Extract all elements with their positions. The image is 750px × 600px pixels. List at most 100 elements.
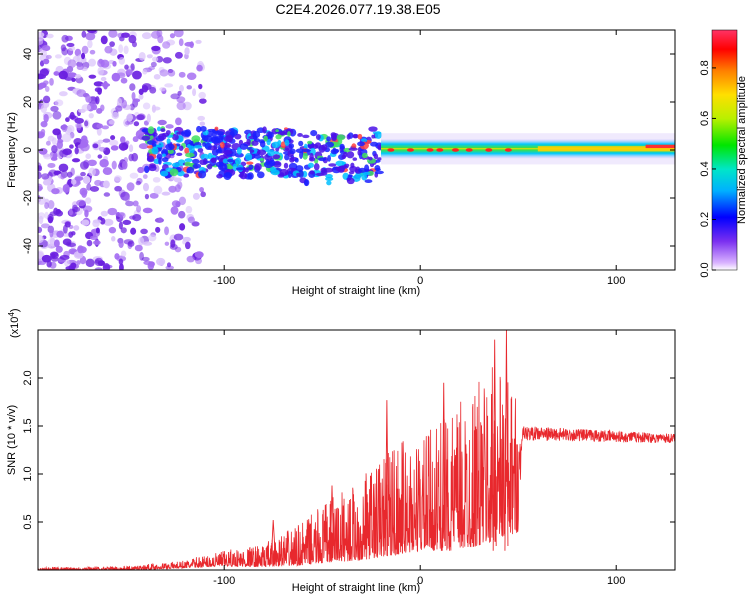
heatmap-cell bbox=[357, 149, 362, 156]
heatmap-cell bbox=[128, 153, 134, 162]
heatmap-cell bbox=[73, 225, 80, 231]
heatmap-cell bbox=[60, 173, 65, 180]
heatmap-cell bbox=[236, 146, 242, 155]
heatmap-cell bbox=[128, 144, 134, 153]
heatmap-cell bbox=[52, 111, 62, 120]
heatmap-cell bbox=[160, 128, 166, 133]
heatmap-cell bbox=[92, 219, 102, 224]
heatmap-cell bbox=[44, 85, 50, 93]
heatmap-cell bbox=[186, 255, 195, 263]
heatmap-cell bbox=[310, 129, 318, 137]
y-tick-label: 40 bbox=[22, 48, 34, 60]
heatmap-cell bbox=[227, 165, 234, 170]
snr-ticks: -100 0 100 0.5 1.0 1.5 2.0 bbox=[22, 330, 675, 587]
spectrogram-heatmap bbox=[38, 30, 675, 270]
heatmap-cell bbox=[97, 59, 105, 68]
heatmap-cell bbox=[214, 135, 224, 143]
x-tick-label: 100 bbox=[607, 575, 625, 587]
colorbar-tick-label: 0.8 bbox=[699, 60, 711, 75]
heatmap-cell bbox=[61, 47, 69, 56]
heatmap-cell bbox=[148, 164, 157, 172]
heatmap-cell bbox=[215, 148, 223, 154]
heatmap-cell bbox=[66, 171, 73, 178]
heatmap-signal-core bbox=[537, 146, 675, 152]
heatmap-cell bbox=[198, 83, 203, 90]
heatmap-cell bbox=[368, 156, 373, 161]
heatmap-cell bbox=[110, 135, 116, 141]
heatmap-cell bbox=[118, 221, 123, 230]
heatmap-cell bbox=[102, 138, 111, 143]
heatmap-cell bbox=[80, 171, 86, 177]
snr-ylabel: SNR (10 * v/v) bbox=[6, 405, 18, 475]
heatmap-cell bbox=[138, 93, 144, 100]
heatmap-cell bbox=[66, 42, 75, 48]
heatmap-cell bbox=[81, 219, 90, 226]
heatmap-cell bbox=[149, 135, 154, 140]
heatmap-cell bbox=[339, 143, 345, 150]
heatmap-cell bbox=[352, 134, 358, 139]
snr-series bbox=[38, 330, 675, 570]
heatmap-cell bbox=[307, 140, 313, 145]
heatmap-cell bbox=[82, 175, 91, 184]
heatmap-cell bbox=[263, 161, 274, 169]
heatmap-cell bbox=[185, 205, 193, 214]
heatmap-cell bbox=[137, 166, 145, 174]
heatmap-cell bbox=[99, 217, 106, 225]
heatmap-cell bbox=[342, 151, 348, 158]
heatmap-cell bbox=[53, 239, 60, 248]
heatmap-cell bbox=[51, 144, 58, 154]
heatmap-cell bbox=[68, 208, 74, 216]
heatmap-cell bbox=[223, 149, 233, 155]
snr-peak bbox=[504, 330, 509, 551]
heatmap-cell bbox=[67, 72, 77, 78]
heatmap-cell bbox=[87, 39, 93, 49]
heatmap-cell bbox=[38, 215, 44, 225]
heatmap-cell bbox=[59, 91, 68, 97]
heatmap-cell bbox=[45, 140, 51, 146]
heatmap-cell bbox=[65, 241, 72, 247]
heatmap-cell bbox=[196, 125, 202, 133]
snr-peak bbox=[492, 339, 497, 551]
heatmap-cell bbox=[97, 87, 102, 95]
heatmap-cell bbox=[38, 73, 44, 80]
heatmap-cell bbox=[219, 141, 225, 149]
heatmap-cell bbox=[288, 170, 292, 179]
heatmap-cell bbox=[129, 172, 139, 179]
heatmap-cell bbox=[361, 173, 368, 181]
heatmap-cell bbox=[211, 157, 216, 164]
heatmap-cell bbox=[76, 122, 82, 131]
heatmap-cell bbox=[127, 240, 135, 247]
heatmap-peak bbox=[387, 148, 395, 152]
x-tick-label: 0 bbox=[417, 275, 423, 287]
heatmap-cell bbox=[43, 113, 49, 123]
heatmap-cell bbox=[115, 212, 125, 218]
heatmap-cell bbox=[77, 144, 86, 149]
heatmap-cell bbox=[68, 231, 74, 238]
heatmap-cell bbox=[192, 163, 202, 169]
heatmap-cell bbox=[184, 139, 193, 146]
heatmap-cell bbox=[171, 200, 181, 208]
heatmap-cell bbox=[38, 131, 45, 139]
heatmap-cell bbox=[100, 35, 108, 45]
heatmap-cell bbox=[269, 166, 277, 173]
heatmap-cell bbox=[170, 206, 179, 215]
snr-peak bbox=[441, 382, 446, 551]
heatmap-cell bbox=[144, 165, 150, 174]
heatmap-cell bbox=[198, 170, 207, 179]
heatmap-cell bbox=[135, 129, 145, 139]
heatmap-cell bbox=[40, 223, 50, 229]
heatmap-cell bbox=[188, 145, 195, 154]
heatmap-cell bbox=[335, 160, 345, 167]
heatmap-cell bbox=[142, 182, 150, 192]
heatmap-cell bbox=[132, 213, 142, 222]
heatmap-cell bbox=[103, 180, 110, 189]
heatmap-cell bbox=[313, 163, 320, 171]
heatmap-cell bbox=[160, 170, 169, 177]
heatmap-cell bbox=[234, 152, 244, 158]
heatmap-cell bbox=[267, 131, 274, 139]
heatmap-cell bbox=[81, 52, 86, 60]
heatmap-cell bbox=[173, 177, 182, 183]
heatmap-cell bbox=[76, 64, 84, 70]
heatmap-cell bbox=[55, 245, 63, 253]
